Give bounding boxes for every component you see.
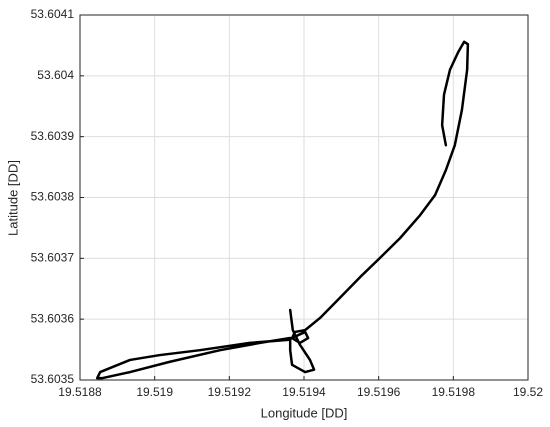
y-axis-label: Latitude [DD]	[5, 160, 20, 236]
y-tick-label: 53.6037	[31, 251, 75, 265]
y-tick-label: 53.6039	[31, 129, 75, 143]
x-tick-label: 19.5196	[357, 385, 401, 399]
x-tick-label: 19.5194	[282, 385, 326, 399]
y-tick-label: 53.6036	[31, 311, 75, 325]
axes-box	[79, 14, 529, 381]
y-tick-label: 53.6038	[31, 190, 75, 204]
x-tick-label: 19.5188	[58, 385, 102, 399]
x-tick-label: 19.5192	[208, 385, 252, 399]
y-tick-label: 53.6035	[31, 372, 75, 386]
x-tick-label: 19.519	[136, 385, 173, 399]
x-tick-label: 19.5198	[432, 385, 476, 399]
y-tick-label: 53.604	[37, 68, 74, 82]
x-tick-label: 19.52	[513, 385, 543, 399]
y-tick-label: 53.6041	[31, 7, 75, 21]
x-axis-label: Longitude [DD]	[261, 405, 348, 420]
trajectory-line	[95, 40, 470, 380]
